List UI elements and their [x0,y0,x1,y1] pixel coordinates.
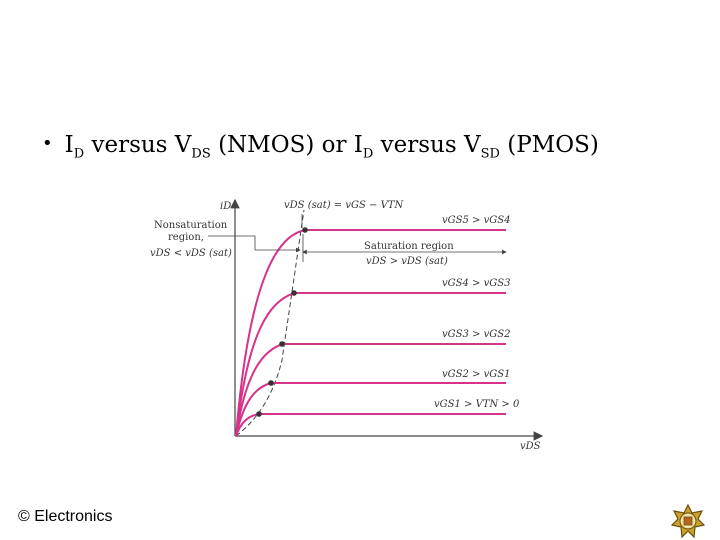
curve-label-vgs5: vGS5 > vGS4 [442,215,510,226]
footer-copyright: © Electronics [18,508,113,525]
curve-label-vgs3: vGS3 > vGS2 [442,329,510,340]
x-axis-label: vDS [520,441,541,452]
curve-vgs1 [235,413,506,437]
nonsat-label-line3: vDS < vDS (sat) [150,248,232,259]
sat-label-line2: vDS > vDS (sat) [366,256,448,267]
id-vds-characteristic-diagram: iD vDS vDS (sat) = vGS − VTN vGS5 > vGS4… [150,198,544,452]
curve-vgs4 [235,292,506,437]
bullet-icon: • [42,133,53,154]
knee-dot-vgs4 [291,290,297,296]
subscript-sd: SD [480,146,500,162]
curve-vgs3 [235,343,506,437]
subscript-d-1: D [73,146,85,162]
subscript-d-2: D [362,146,374,162]
bullet-text-5: (PMOS) [499,132,599,158]
subscript-ds: DS [191,146,211,162]
nonsat-bracket [208,235,256,250]
logo-emblem-icon [670,503,706,539]
y-axis-label: iD [220,201,231,212]
curve-vgs5 [235,229,506,437]
nonsat-label-line1: Nonsaturation [154,220,228,231]
vds-sat-label: vDS (sat) = vGS − VTN [284,200,404,211]
bullet-text-4: versus V [373,132,481,158]
sat-label-line1: Saturation region [364,241,454,252]
knee-dot-vgs1 [256,411,262,417]
nonsat-label-line2: region, [168,232,204,243]
curve-label-vgs1: vGS1 > VTN > 0 [434,399,520,410]
curve-label-vgs2: vGS2 > vGS1 [442,369,510,380]
saturation-boundary-dashed [235,209,305,437]
knee-dot-vgs2 [268,380,274,386]
knee-dot-vgs3 [279,341,285,347]
bullet-text-2: versus V [84,132,192,158]
bullet-point: • ID versus VDS (NMOS) or ID versus VSD (… [42,132,702,162]
bullet-text-1: I [64,132,74,158]
knee-dot-vgs5 [302,227,308,233]
curve-label-vgs4: vGS4 > vGS3 [442,278,510,289]
bullet-text-3: (NMOS) or I [210,132,363,158]
